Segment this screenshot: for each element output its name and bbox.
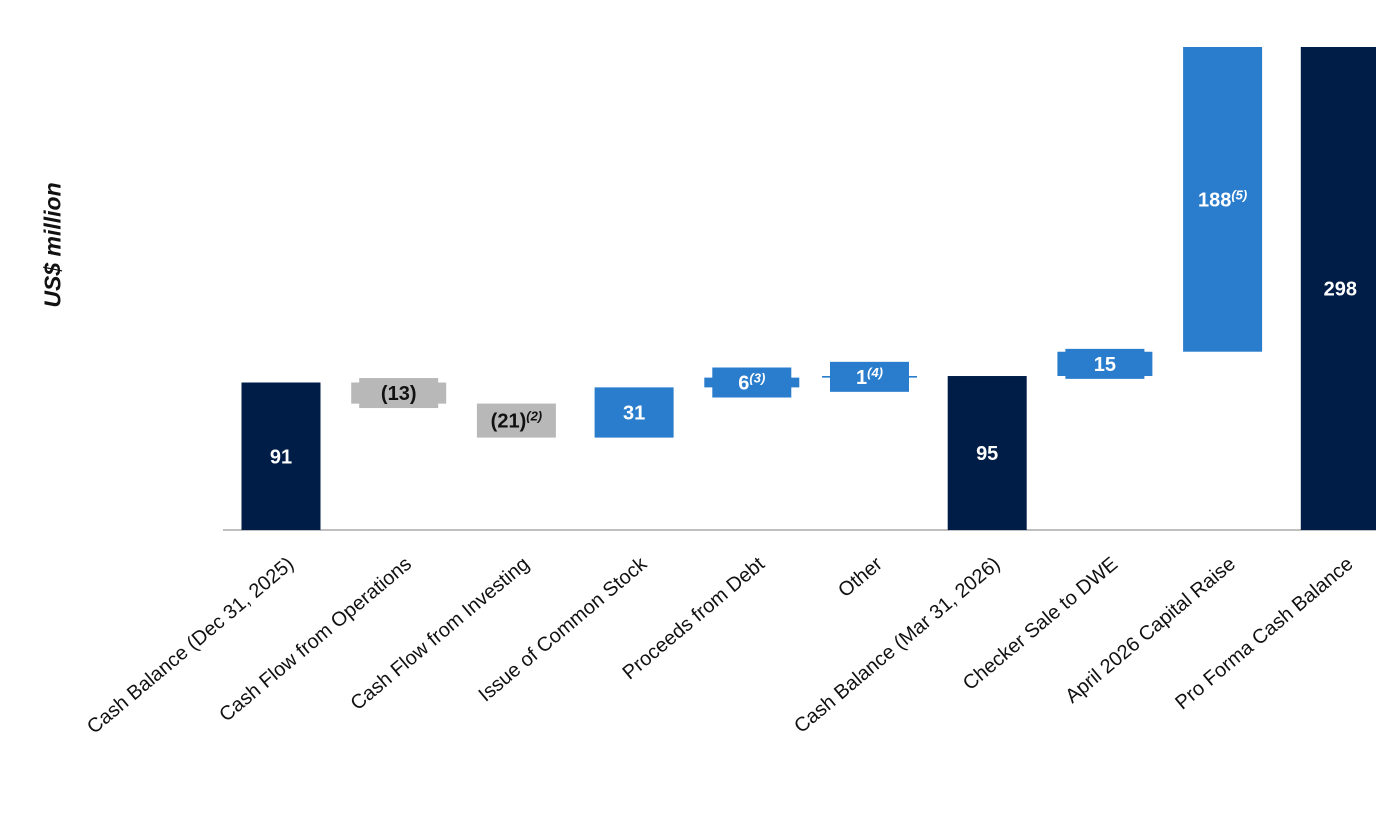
- bar-value-text: (21): [491, 411, 527, 433]
- category-label: Cash Balance (Mar 31, 2026): [790, 553, 1004, 738]
- bar-value-label: 95: [976, 443, 998, 465]
- bar-label-box: [359, 378, 439, 409]
- bar-value-label: (21)(2): [491, 409, 542, 433]
- bar-label-box: [1065, 348, 1145, 379]
- bar-value-text: 188: [1198, 189, 1231, 211]
- bar-increase: [594, 387, 674, 438]
- bar-label-box: [830, 361, 909, 392]
- bar-value-label: (13): [381, 383, 417, 405]
- bar-value-text: 95: [976, 443, 998, 465]
- bar-increase: [1183, 47, 1263, 352]
- bar-value-label: 188(5): [1198, 187, 1247, 211]
- category-label: Cash Balance (Dec 31, 2025): [83, 553, 298, 739]
- bar-value-label: 1(4): [856, 365, 883, 389]
- bar-value-text: 6: [738, 373, 749, 395]
- bar-footnote: (2): [526, 409, 542, 424]
- category-label: Other: [834, 553, 887, 602]
- bar-value-text: 91: [270, 446, 292, 468]
- bar-value-label: 15: [1094, 354, 1116, 376]
- bar-total: [1300, 47, 1376, 530]
- bar-value-label: 91: [270, 446, 292, 468]
- bar-value-text: 298: [1324, 279, 1357, 301]
- bar-value-label: 31: [623, 402, 645, 424]
- bar-label-box: [712, 367, 792, 398]
- bar-value-label: 6(3): [738, 371, 765, 395]
- bar-value-text: (13): [381, 383, 417, 405]
- bar-footnote: (3): [749, 371, 765, 386]
- bar-total: [947, 376, 1027, 530]
- bar-footnote: (4): [867, 365, 883, 380]
- bar-value-text: 15: [1094, 354, 1116, 376]
- bar-value-text: 1: [856, 367, 867, 389]
- bar-decrease: [476, 403, 556, 438]
- bar-footnote: (5): [1231, 187, 1247, 202]
- category-label: Cash Flow from Operations: [215, 553, 416, 726]
- bar-total: [241, 382, 321, 530]
- bar-value-text: 31: [623, 402, 645, 424]
- bar-value-label: 298: [1324, 279, 1357, 301]
- y-axis-label: US$ million: [39, 182, 66, 308]
